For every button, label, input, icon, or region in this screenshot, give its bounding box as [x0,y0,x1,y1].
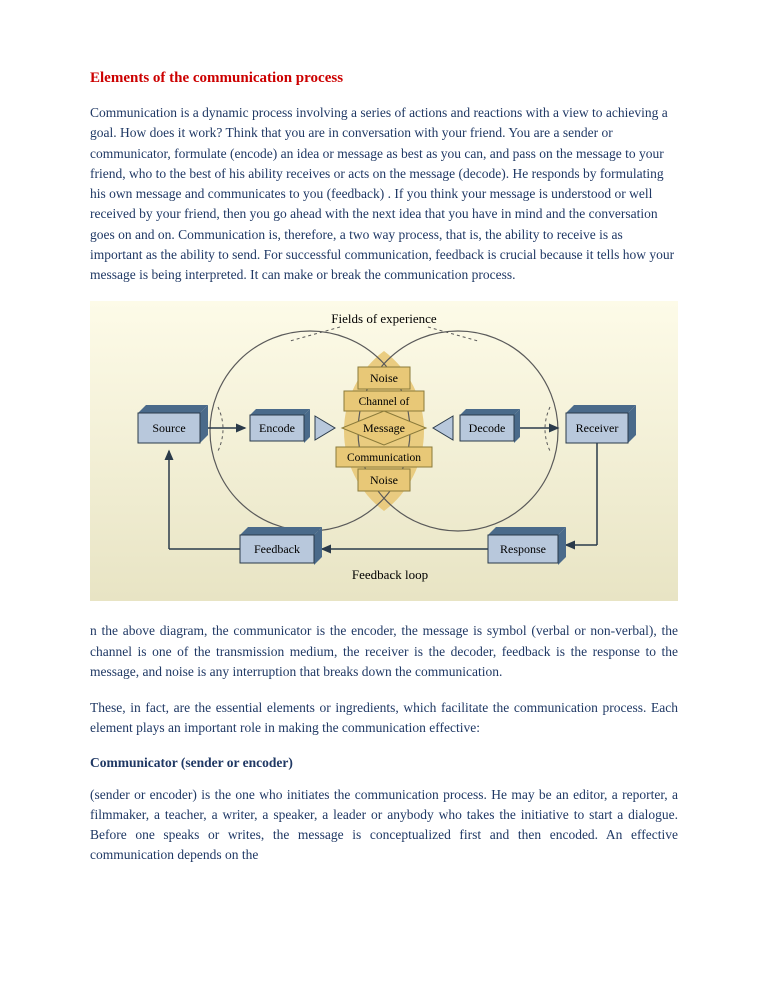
svg-text:Noise: Noise [370,473,398,487]
fields-label: Fields of experience [331,311,437,326]
svg-text:Encode: Encode [259,421,295,435]
intro-paragraph: Communication is a dynamic process invol… [90,103,678,285]
communication-box: Communication [336,447,432,467]
svg-text:Feedback: Feedback [254,542,300,556]
svg-text:Receiver: Receiver [576,421,619,435]
document-page: Elements of the communication process Co… [0,0,768,922]
svg-text:Communication: Communication [347,452,421,464]
noise-bottom-box: Noise [358,469,410,491]
communicator-heading: Communicator (sender or encoder) [90,755,678,771]
svg-text:Message: Message [363,421,405,435]
diagram-explain-paragraph: n the above diagram, the communicator is… [90,621,678,682]
receiver-box: Receiver [566,405,636,443]
svg-text:Decode: Decode [469,421,506,435]
svg-text:Channel of: Channel of [359,396,410,408]
noise-top-box: Noise [358,367,410,389]
encode-box: Encode [250,409,310,443]
page-title: Elements of the communication process [90,70,678,87]
channel-box: Channel of [344,391,424,411]
decode-box: Decode [460,409,520,443]
source-box: Source [138,405,208,443]
elements-intro-paragraph: These, in fact, are the essential elemen… [90,698,678,739]
svg-text:Source: Source [152,421,185,435]
svg-text:Noise: Noise [370,371,398,385]
communicator-paragraph: (sender or encoder) is the one who initi… [90,785,678,866]
communication-diagram: Fields of experience Source Encode [90,301,678,601]
loop-label: Feedback loop [352,567,428,582]
response-box: Response [488,527,566,565]
feedback-box: Feedback [240,527,322,565]
svg-text:Response: Response [500,542,546,556]
